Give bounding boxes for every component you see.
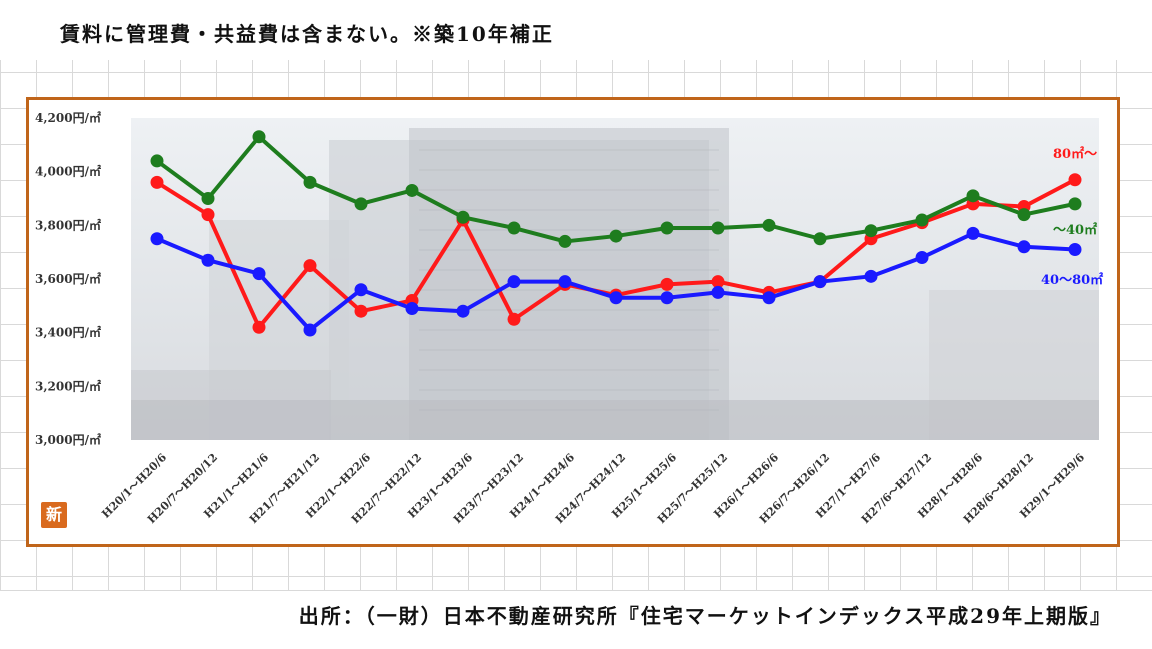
data-point	[456, 304, 470, 318]
data-point	[1068, 173, 1082, 187]
series-label: 80㎡～	[1053, 146, 1097, 162]
data-point	[456, 210, 470, 224]
series-label: ～40㎡	[1053, 222, 1097, 238]
data-point	[405, 183, 419, 197]
data-point	[303, 259, 317, 273]
data-point	[915, 213, 929, 227]
data-point	[609, 291, 623, 305]
data-point	[711, 285, 725, 299]
backdrop-block	[131, 400, 1099, 440]
data-point	[201, 192, 215, 205]
data-point	[354, 283, 368, 297]
data-point	[303, 323, 317, 337]
data-point	[813, 275, 827, 289]
data-point	[507, 312, 521, 326]
data-point	[303, 175, 317, 189]
x-axis-ticks: H20/1～H20/6H20/7～H20/12H21/1～H21/6H21/7～…	[99, 451, 1087, 526]
data-point	[711, 275, 725, 289]
data-point	[813, 232, 827, 246]
data-point	[150, 232, 164, 246]
data-point	[558, 275, 572, 289]
line-chart: 3,000円/㎡ 3,200円/㎡ 3,400円/㎡ 3,600円/㎡ 3,800円/㎡…	[35, 110, 1103, 526]
data-point	[915, 251, 929, 265]
data-point	[1017, 240, 1031, 254]
data-point	[354, 304, 368, 318]
data-point	[201, 208, 215, 222]
data-point	[507, 275, 521, 289]
y-tick-label: 3,000円/㎡	[35, 432, 101, 447]
building-backdrop	[131, 118, 1099, 440]
data-point	[711, 221, 725, 235]
data-point	[864, 224, 878, 238]
series-labels: 80㎡～ ～40㎡ 40～80㎡	[1041, 146, 1103, 288]
data-point	[150, 175, 164, 189]
footer-band	[0, 590, 1152, 649]
rent-note: 賃料に管理費・共益費は含まない。※築10年補正	[60, 22, 554, 46]
data-point	[966, 189, 980, 203]
y-axis-ticks: 3,000円/㎡ 3,200円/㎡ 3,400円/㎡ 3,600円/㎡ 3,800円/㎡…	[35, 110, 101, 447]
data-point	[609, 229, 623, 243]
data-point	[1068, 242, 1082, 256]
y-tick-label: 3,200円/㎡	[35, 378, 101, 393]
data-point	[507, 221, 521, 235]
data-point	[762, 218, 776, 232]
data-point	[762, 291, 776, 305]
source-note: 出所：（一財）日本不動産研究所『住宅マーケットインデックス平成29年上期版』	[298, 604, 1112, 628]
data-point	[1068, 197, 1082, 211]
data-point	[252, 320, 266, 334]
series-label: 40～80㎡	[1041, 272, 1103, 288]
data-point	[354, 197, 368, 211]
new-badge: 新	[41, 502, 67, 528]
data-point	[405, 302, 419, 316]
series-lines	[150, 130, 1082, 337]
y-tick-label: 3,600円/㎡	[35, 271, 101, 286]
y-tick-label: 3,400円/㎡	[35, 325, 101, 340]
y-tick-label: 4,000円/㎡	[35, 164, 101, 179]
data-point	[1017, 208, 1031, 222]
data-point	[966, 226, 980, 240]
data-point	[150, 154, 164, 168]
y-tick-label: 3,800円/㎡	[35, 217, 101, 232]
data-point	[660, 277, 674, 291]
header-band	[0, 0, 1152, 60]
y-tick-label: 4,200円/㎡	[35, 110, 101, 125]
data-point	[201, 253, 215, 267]
data-point	[252, 130, 266, 144]
chart-frame: 3,000円/㎡ 3,200円/㎡ 3,400円/㎡ 3,600円/㎡ 3,800円/㎡…	[26, 97, 1120, 547]
data-point	[864, 269, 878, 283]
data-point	[660, 221, 674, 235]
data-point	[558, 234, 572, 248]
data-point	[660, 291, 674, 305]
data-point	[252, 267, 266, 281]
